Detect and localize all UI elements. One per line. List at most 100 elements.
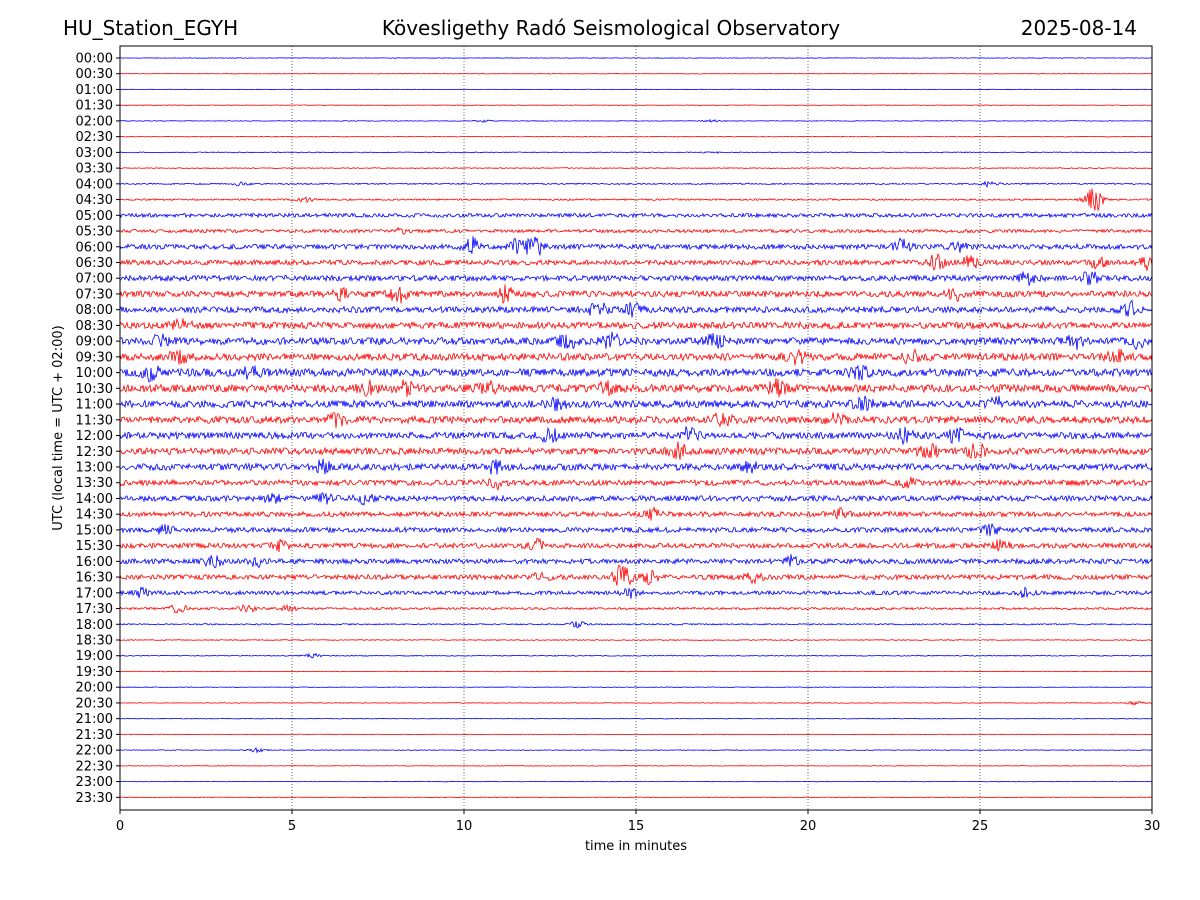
y-tick-label: 02:30 <box>76 130 113 145</box>
x-tick-label: 20 <box>800 819 817 834</box>
x-tick-label: 5 <box>288 819 296 834</box>
y-tick-label: 00:30 <box>76 67 113 82</box>
y-tick-label: 21:30 <box>76 728 113 743</box>
trace-1330 <box>119 476 1153 492</box>
y-tick-label: 02:00 <box>76 114 113 129</box>
y-tick-label: 06:30 <box>76 256 113 271</box>
y-tick-label: 08:00 <box>76 303 113 318</box>
trace-2200 <box>119 746 1153 754</box>
trace-2000 <box>119 686 1153 688</box>
y-tick-label: 09:00 <box>76 335 113 350</box>
y-tick-label: 01:00 <box>76 83 113 98</box>
trace-1630 <box>119 564 1153 586</box>
y-tick-label: 14:00 <box>76 492 113 507</box>
y-tick-label: 22:30 <box>76 759 113 774</box>
trace-1400 <box>119 492 1153 506</box>
y-tick-label: 17:30 <box>76 602 113 617</box>
trace-0700 <box>119 271 1153 286</box>
y-tick-label: 15:30 <box>76 539 113 554</box>
y-tick-label: 12:00 <box>76 429 113 444</box>
trace-1800 <box>119 620 1153 629</box>
y-tick-label: 11:30 <box>76 413 113 428</box>
trace-0600 <box>119 236 1153 256</box>
y-tick-label: 09:30 <box>76 350 113 365</box>
trace-0530 <box>119 226 1153 235</box>
trace-0430 <box>119 188 1153 211</box>
trace-1900 <box>119 652 1153 659</box>
y-tick-label: 15:00 <box>76 523 113 538</box>
trace-1030 <box>119 378 1153 398</box>
trace-0100 <box>119 88 1153 91</box>
y-axis-label: UTC (local time = UTC + 02:00) <box>51 325 66 530</box>
trace-1730 <box>119 603 1153 614</box>
trace-1500 <box>119 523 1153 537</box>
y-tick-label: 08:30 <box>76 319 113 334</box>
y-tick-label: 18:30 <box>76 634 113 649</box>
trace-1130 <box>119 412 1153 429</box>
trace-0800 <box>119 299 1153 318</box>
y-tick-label: 04:00 <box>76 177 113 192</box>
x-axis-ticks: 0 5 10 15 20 25 30 <box>116 810 1160 834</box>
x-axis-label: time in minutes <box>585 839 687 854</box>
trace-1430 <box>119 505 1153 521</box>
trace-1530 <box>119 537 1153 553</box>
y-tick-label: 05:30 <box>76 225 113 240</box>
trace-1700 <box>119 586 1153 599</box>
trace-1300 <box>119 458 1153 475</box>
trace-2130 <box>119 733 1153 736</box>
trace-2100 <box>119 717 1153 720</box>
y-tick-label: 03:00 <box>76 146 113 161</box>
trace-1000 <box>119 364 1153 383</box>
x-tick-label: 0 <box>116 819 124 834</box>
vertical-gridlines <box>291 46 981 810</box>
trace-0400 <box>119 180 1153 188</box>
y-tick-label: 21:00 <box>76 712 113 727</box>
x-tick-label: 25 <box>972 819 989 834</box>
chart-date: 2025-08-14 <box>1021 16 1137 40</box>
trace-0030 <box>119 73 1153 75</box>
trace-0830 <box>119 317 1153 331</box>
y-tick-label: 23:00 <box>76 775 113 790</box>
trace-0500 <box>119 212 1153 219</box>
trace-0130 <box>119 104 1153 106</box>
x-tick-label: 30 <box>1144 819 1161 834</box>
trace-2330 <box>119 796 1153 799</box>
trace-2030 <box>119 700 1153 706</box>
trace-0900 <box>119 331 1153 351</box>
trace-0930 <box>119 348 1153 366</box>
y-tick-label: 10:00 <box>76 366 113 381</box>
y-tick-label: 14:30 <box>76 508 113 523</box>
y-tick-label: 10:30 <box>76 382 113 397</box>
trace-0630 <box>119 252 1153 271</box>
y-tick-label: 03:30 <box>76 162 113 177</box>
seismic-traces <box>119 57 1153 799</box>
trace-0330 <box>119 167 1153 170</box>
trace-0300 <box>119 151 1153 154</box>
y-tick-label: 12:30 <box>76 445 113 460</box>
y-tick-label: 07:00 <box>76 272 113 287</box>
trace-1930 <box>119 670 1153 673</box>
trace-1230 <box>119 441 1153 460</box>
trace-0200 <box>119 118 1153 123</box>
y-tick-label: 16:00 <box>76 555 113 570</box>
y-tick-label: 01:30 <box>76 99 113 114</box>
trace-1830 <box>119 639 1153 641</box>
y-tick-label: 11:00 <box>76 398 113 413</box>
y-tick-label: 13:30 <box>76 476 113 491</box>
y-axis-ticks: 00:0000:3001:0001:3002:0002:3003:0003:30… <box>76 52 120 806</box>
y-tick-label: 18:00 <box>76 618 113 633</box>
y-tick-label: 05:00 <box>76 209 113 224</box>
trace-1100 <box>119 395 1153 412</box>
y-tick-label: 23:30 <box>76 791 113 806</box>
chart-title: Kövesligethy Radó Seismological Observat… <box>382 16 840 40</box>
y-tick-label: 06:00 <box>76 240 113 255</box>
y-tick-label: 07:30 <box>76 287 113 302</box>
y-tick-label: 16:30 <box>76 571 113 586</box>
trace-2230 <box>119 765 1153 767</box>
y-tick-label: 20:30 <box>76 696 113 711</box>
y-tick-label: 22:00 <box>76 744 113 759</box>
trace-1200 <box>119 426 1153 446</box>
trace-2300 <box>119 780 1153 783</box>
